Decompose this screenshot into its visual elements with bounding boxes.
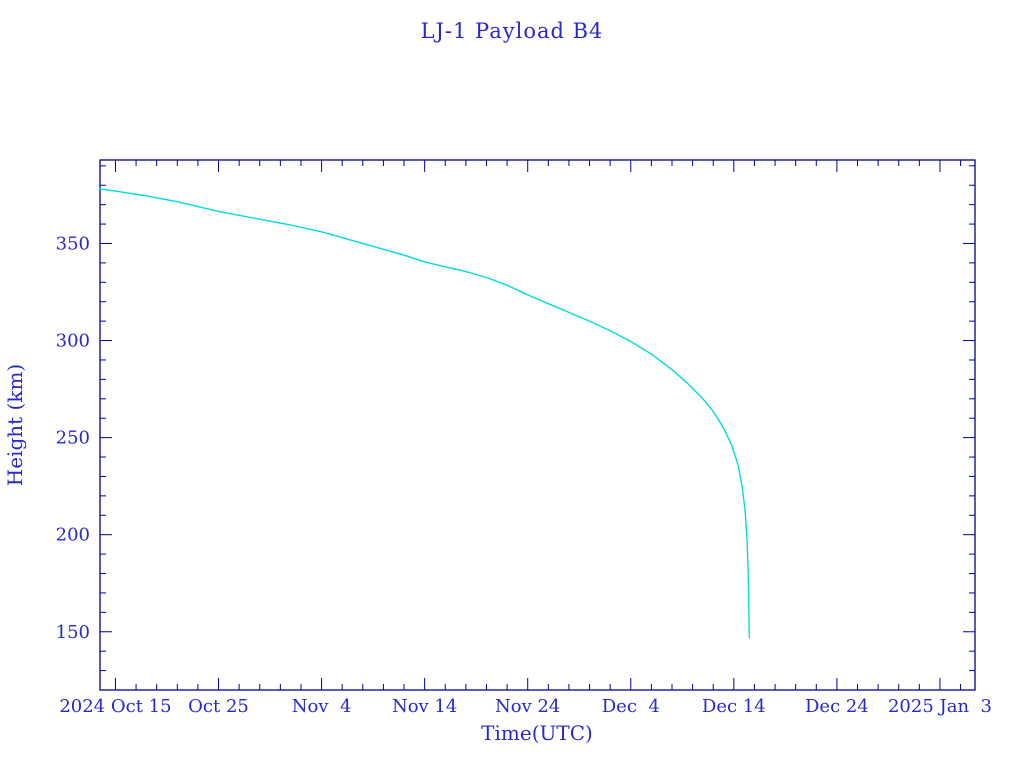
y-tick-label: 150 xyxy=(56,622,90,643)
x-tick-label: Nov 24 xyxy=(495,696,560,717)
chart-title: LJ-1 Payload B4 xyxy=(421,19,604,43)
y-tick-label: 350 xyxy=(56,233,90,254)
plot-frame xyxy=(99,159,976,691)
x-tick-label: Dec 14 xyxy=(702,696,766,717)
y-tick-label: 250 xyxy=(56,428,90,449)
y-tick-label: 200 xyxy=(56,525,90,546)
x-tick-label: 2024 Oct 15 xyxy=(59,696,171,717)
x-tick-label: Nov 4 xyxy=(292,696,352,717)
height-curve xyxy=(99,188,750,639)
y-tick-label: 300 xyxy=(56,331,90,352)
x-axis-label: Time(UTC) xyxy=(481,721,593,745)
x-tick-label: Nov 14 xyxy=(392,696,457,717)
x-tick-label: Dec 4 xyxy=(602,696,660,717)
plot-area: 2024 Oct 15 Oct 25 Nov 4 Nov 14 Nov 24 Dec 4 D… xyxy=(56,159,992,717)
x-tick-label: Dec 24 xyxy=(805,696,869,717)
x-tick-label: 2025 Jan 3 xyxy=(888,696,992,717)
x-tick-label: Oct 25 xyxy=(188,696,249,717)
y-axis-label: Height (km) xyxy=(3,364,27,486)
